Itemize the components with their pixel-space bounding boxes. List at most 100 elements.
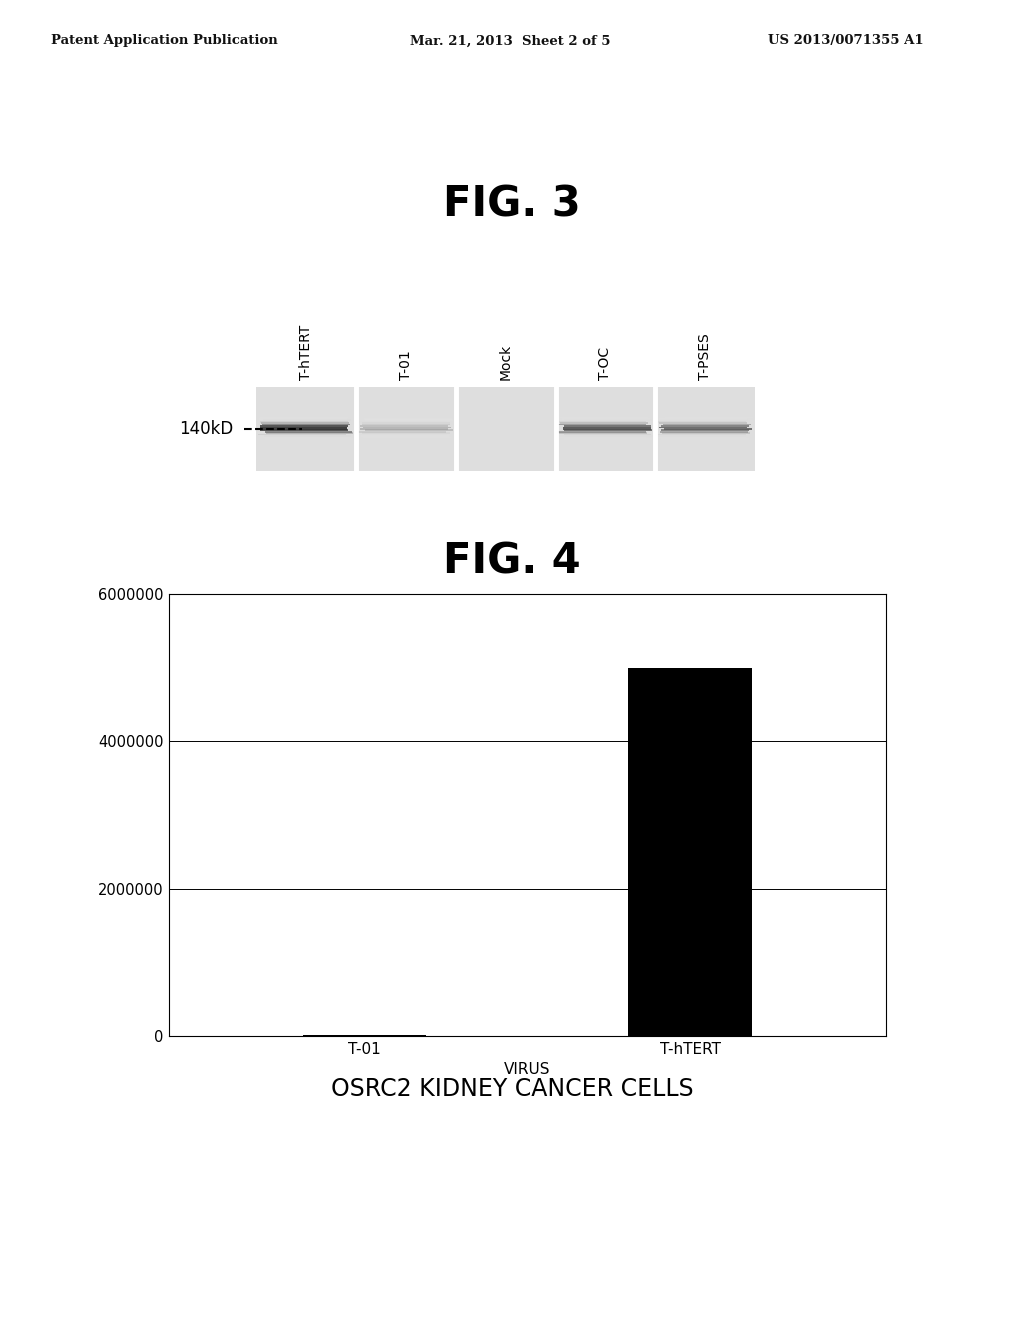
Bar	[564, 438, 651, 440]
Bar	[263, 444, 350, 445]
Bar	[560, 412, 648, 414]
Text: T-OC: T-OC	[598, 347, 612, 380]
Bar	[658, 418, 746, 420]
Bar	[662, 441, 750, 442]
Bar	[364, 418, 452, 420]
Bar	[258, 434, 346, 436]
Text: FIG. 4: FIG. 4	[443, 540, 581, 582]
Bar	[658, 447, 746, 450]
Bar	[259, 440, 346, 441]
Text: Patent Application Publication: Patent Application Publication	[51, 34, 278, 48]
Bar	[559, 440, 646, 441]
Bar	[263, 436, 351, 437]
Bar	[560, 422, 648, 424]
Text: T-PSES: T-PSES	[698, 334, 713, 380]
Bar	[259, 428, 347, 430]
Bar	[265, 433, 353, 434]
Bar	[660, 438, 749, 440]
Bar	[558, 437, 646, 438]
Text: 140kD: 140kD	[179, 420, 233, 438]
Bar	[364, 437, 452, 438]
Bar	[665, 417, 753, 418]
Bar	[562, 441, 649, 442]
Bar	[663, 433, 751, 434]
Bar	[366, 444, 454, 445]
Bar	[365, 441, 452, 442]
Bar	[558, 424, 646, 425]
Bar	[364, 426, 451, 428]
Bar	[560, 417, 648, 418]
Bar	[259, 418, 347, 420]
Bar	[564, 408, 652, 409]
Bar	[265, 446, 353, 449]
Bar	[658, 409, 746, 411]
Bar	[665, 428, 753, 430]
Bar	[259, 441, 347, 442]
Text: T-01: T-01	[398, 351, 413, 380]
Bar	[665, 408, 753, 409]
Bar	[360, 407, 449, 408]
Bar	[362, 447, 451, 450]
Bar	[659, 420, 748, 421]
Bar	[562, 409, 650, 411]
Bar	[561, 447, 648, 450]
Bar	[358, 445, 446, 447]
Bar	[359, 421, 447, 422]
Text: FIG. 3: FIG. 3	[443, 183, 581, 226]
Bar	[662, 440, 750, 441]
Bar	[260, 411, 347, 413]
Text: T-hTERT: T-hTERT	[299, 325, 313, 380]
Bar	[662, 444, 750, 445]
Bar	[558, 416, 646, 417]
Bar	[260, 425, 348, 426]
Bar	[259, 442, 347, 444]
Bar	[262, 424, 350, 425]
Bar	[262, 413, 349, 416]
Bar	[365, 429, 453, 432]
Bar	[663, 446, 751, 449]
Bar	[559, 433, 647, 434]
Bar	[260, 421, 348, 422]
Bar	[660, 425, 749, 426]
Bar	[564, 429, 652, 432]
Bar	[264, 412, 352, 414]
Bar	[362, 422, 451, 424]
Bar	[258, 407, 346, 408]
Bar	[664, 445, 752, 447]
Bar	[662, 407, 750, 408]
Text: US 2013/0071355 A1: US 2013/0071355 A1	[768, 34, 924, 48]
Bar	[360, 428, 447, 430]
Bar	[264, 430, 352, 433]
Bar	[359, 446, 447, 449]
Bar	[664, 424, 752, 425]
Bar	[366, 417, 453, 418]
Bar	[658, 436, 746, 437]
Bar	[664, 411, 752, 413]
Bar	[361, 433, 450, 434]
Bar	[261, 447, 349, 450]
Bar	[560, 413, 648, 416]
Bar	[261, 416, 349, 417]
Bar	[365, 416, 453, 417]
Bar	[662, 429, 750, 432]
Bar	[358, 408, 446, 409]
Bar	[359, 409, 447, 411]
Bar	[558, 430, 645, 433]
Bar	[561, 407, 649, 408]
Bar	[657, 437, 745, 438]
Bar	[358, 438, 446, 440]
Bar	[564, 445, 652, 447]
Bar	[560, 444, 648, 445]
Bar	[665, 412, 752, 414]
Bar	[358, 430, 446, 433]
Bar	[560, 442, 648, 444]
Text: OSRC2 KIDNEY CANCER CELLS: OSRC2 KIDNEY CANCER CELLS	[331, 1077, 693, 1101]
Bar	[263, 408, 350, 409]
Bar	[563, 428, 651, 430]
Bar	[362, 424, 450, 425]
Bar	[659, 422, 748, 424]
Bar	[657, 434, 745, 436]
Bar	[362, 413, 451, 416]
Text: Mar. 21, 2013  Sheet 2 of 5: Mar. 21, 2013 Sheet 2 of 5	[410, 34, 610, 48]
Bar	[366, 420, 454, 421]
